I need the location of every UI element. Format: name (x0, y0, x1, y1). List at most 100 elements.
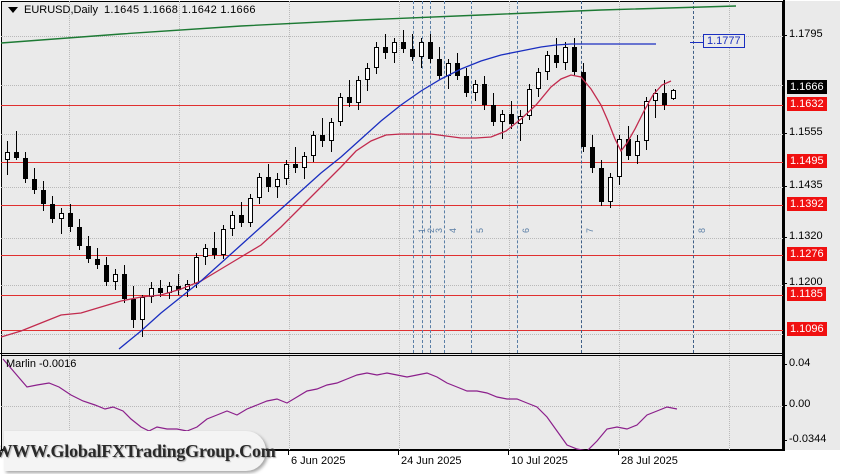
candle-body (635, 141, 640, 156)
chart-plot-area[interactable] (1, 1, 783, 450)
vertical-marker-7[interactable] (581, 1, 582, 353)
gridline-horizontal (1, 85, 783, 86)
support-resistance-line[interactable] (1, 205, 783, 206)
candle-body (95, 258, 100, 266)
candlestick (5, 1, 10, 353)
price-callout[interactable]: 1.1777 (703, 34, 745, 48)
support-resistance-line[interactable] (1, 255, 783, 256)
candle-body (509, 113, 514, 125)
support-resistance-line[interactable] (1, 295, 783, 296)
level-price-label[interactable]: 1.1096 (787, 322, 827, 336)
vertical-marker-6[interactable] (517, 1, 518, 353)
level-price-label[interactable]: 1.1185 (787, 287, 826, 301)
candle-body (644, 101, 649, 142)
marlin-indicator-pane[interactable] (1, 355, 783, 450)
price-tick (783, 186, 787, 187)
candlestick (194, 1, 199, 353)
symbol-header[interactable]: EURUSD,Daily 1.1645 1.1668 1.1642 1.1666 (8, 4, 256, 16)
candle-wick (322, 118, 323, 148)
candle-wick (241, 202, 242, 228)
indicator-tick (783, 364, 787, 365)
candle-body (374, 46, 379, 68)
candle-body (77, 227, 82, 247)
level-price-label[interactable]: 1.1392 (787, 197, 827, 211)
ohlc-values: 1.1645 1.1668 1.1642 1.1666 (103, 4, 256, 16)
vertical-marker-3[interactable] (430, 1, 431, 353)
candlestick (221, 1, 226, 353)
candlestick (293, 1, 298, 353)
candle-body (428, 42, 433, 60)
candle-body (491, 105, 496, 123)
candle-wick (502, 109, 503, 140)
candlestick (509, 1, 514, 353)
gridline-vertical (729, 1, 730, 353)
indicator-scale-label: 0.04 (789, 357, 811, 369)
candle-wick (214, 231, 215, 259)
vertical-marker-5[interactable] (471, 1, 472, 353)
candlestick (536, 1, 541, 353)
price-tick (783, 237, 787, 238)
candlestick (383, 1, 388, 353)
triangle-down-icon[interactable] (8, 7, 18, 13)
candle-wick (16, 130, 17, 161)
candlestick (122, 1, 127, 353)
candle-body (50, 204, 55, 219)
candlestick (662, 1, 667, 353)
support-resistance-line[interactable] (1, 330, 783, 331)
candlestick (464, 1, 469, 353)
candlestick (338, 1, 343, 353)
date-label: 10 Jul 2025 (511, 455, 568, 467)
candle-body (590, 147, 595, 169)
candlestick (482, 1, 487, 353)
vertical-marker-2[interactable] (422, 1, 423, 353)
pane-divider (0, 353, 784, 354)
candlestick (617, 1, 622, 353)
candlestick (590, 1, 595, 353)
current-price-label[interactable]: 1.1666 (787, 80, 827, 94)
candle-body (365, 67, 370, 81)
candle-wick (655, 88, 656, 118)
level-price-label[interactable]: 1.1495 (787, 154, 827, 168)
candle-body (347, 96, 352, 104)
vertical-marker-label: 4 (448, 227, 458, 233)
vertical-marker-1[interactable] (413, 1, 414, 353)
candle-body (32, 179, 37, 190)
support-resistance-line[interactable] (1, 162, 783, 163)
candle-body (5, 151, 10, 161)
candle-body (356, 80, 361, 104)
candle-body (545, 54, 550, 72)
gridline-horizontal (1, 238, 783, 239)
candle-body (536, 71, 541, 89)
candle-wick (520, 109, 521, 142)
date-tick (618, 451, 619, 455)
candle-wick (349, 80, 350, 108)
candle-body (383, 46, 388, 53)
candlestick (581, 1, 586, 353)
candle-body (113, 273, 118, 283)
gridline-horizontal (1, 285, 783, 286)
candlestick (248, 1, 253, 353)
support-resistance-line[interactable] (1, 105, 783, 106)
candle-body (581, 71, 586, 148)
vertical-marker-4[interactable] (444, 1, 445, 353)
candlestick (653, 1, 658, 353)
gridline-horizontal (1, 187, 783, 188)
candlestick (239, 1, 244, 353)
price-scale[interactable] (783, 1, 840, 450)
candlestick (599, 1, 604, 353)
candlestick-series[interactable] (1, 1, 783, 353)
candle-body (554, 54, 559, 64)
candle-body (302, 155, 307, 169)
vertical-marker-8[interactable] (693, 1, 694, 353)
level-price-label[interactable]: 1.1276 (787, 247, 827, 261)
candle-body (527, 88, 532, 116)
candle-body (464, 75, 469, 93)
candle-body (104, 265, 109, 283)
level-price-label[interactable]: 1.1632 (787, 97, 827, 111)
candle-body (122, 273, 127, 299)
gridline-horizontal (1, 36, 783, 37)
price-tick-label: 1.1320 (789, 230, 823, 242)
candlestick (86, 1, 91, 353)
price-tick-label: 1.1795 (789, 28, 823, 40)
